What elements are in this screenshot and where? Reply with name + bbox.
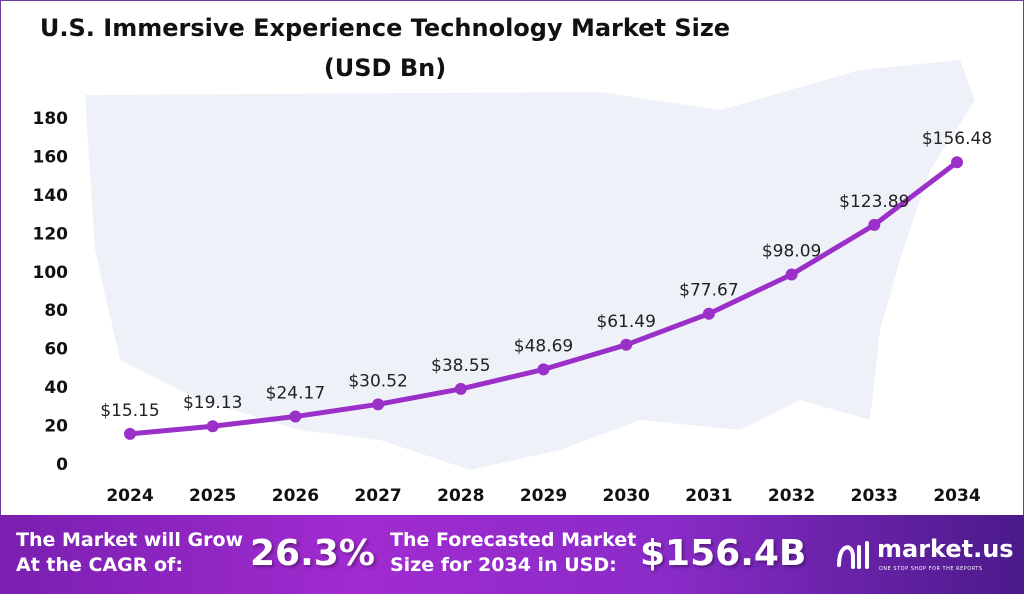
x-tick-label: 2027 <box>354 486 401 506</box>
data-point <box>620 338 633 351</box>
cagr-label-line2: At the CAGR of: <box>16 554 183 576</box>
x-tick-label: 2033 <box>851 486 898 506</box>
forecast-value: $156.4B <box>640 533 807 574</box>
cagr-value: 26.3% <box>250 533 375 574</box>
data-point <box>702 307 715 320</box>
data-point <box>537 363 550 376</box>
x-tick-label: 2031 <box>685 486 732 506</box>
us-map-background <box>85 60 975 470</box>
summary-banner: The Market will Grow At the CAGR of: 26.… <box>0 515 1024 594</box>
data-label: $19.13 <box>183 393 242 413</box>
x-tick-label: 2025 <box>189 486 236 506</box>
data-point <box>785 268 798 281</box>
y-tick-label: 0 <box>56 455 68 475</box>
line-chart: 0 20 40 60 80 100 120 140 160 180 2024 2025 2026 2027… <box>33 60 992 506</box>
y-tick-label: 20 <box>44 417 68 437</box>
forecast-label-line2: Size for 2034 in USD: <box>390 554 617 576</box>
data-label: $98.09 <box>762 241 821 261</box>
x-tick-label: 2030 <box>603 486 650 506</box>
y-tick-label: 40 <box>44 378 68 398</box>
chart-title: U.S. Immersive Experience Technology Mar… <box>39 14 731 42</box>
x-tick-label: 2029 <box>520 486 567 506</box>
data-point <box>289 410 302 423</box>
data-label: $48.69 <box>514 336 573 356</box>
data-label: $30.52 <box>348 371 407 391</box>
data-label: $123.89 <box>839 192 909 212</box>
data-point <box>868 218 881 231</box>
forecast-label: The Forecasted Market Size for 2034 in U… <box>390 528 636 578</box>
data-label: $38.55 <box>431 356 490 376</box>
cagr-label: The Market will Grow At the CAGR of: <box>16 528 243 578</box>
chart-subtitle: (USD Bn) <box>323 54 447 82</box>
y-tick-label: 160 <box>33 147 69 167</box>
y-tick-label: 120 <box>33 224 69 244</box>
cagr-label-line1: The Market will Grow <box>16 529 244 551</box>
data-label: $15.15 <box>100 401 159 421</box>
data-point <box>124 427 136 440</box>
logo-tagline: ONE STOP SHOP FOR THE REPORTS <box>879 566 983 572</box>
y-tick-label: 100 <box>33 263 69 283</box>
y-tick-label: 80 <box>44 301 68 321</box>
forecast-label-line1: The Forecasted Market <box>390 529 637 551</box>
x-tick-label: 2028 <box>437 486 484 506</box>
logo-icon <box>837 541 869 569</box>
data-label: $24.17 <box>266 384 325 404</box>
data-label: $156.48 <box>922 129 992 149</box>
x-tick-label: 2032 <box>768 486 815 506</box>
data-point <box>951 156 963 169</box>
data-point <box>372 398 385 411</box>
y-tick-label: 60 <box>44 340 68 360</box>
data-point <box>454 382 467 395</box>
x-tick-label: 2026 <box>272 486 319 506</box>
x-tick-label: 2024 <box>106 486 153 506</box>
data-label: $77.67 <box>679 281 738 301</box>
data-label: $61.49 <box>596 312 655 332</box>
data-point <box>206 420 219 433</box>
y-tick-label: 140 <box>33 186 69 206</box>
y-tick-label: 180 <box>33 109 69 129</box>
x-tick-label: 2034 <box>933 486 980 506</box>
logo-name: market.us <box>877 535 1014 563</box>
